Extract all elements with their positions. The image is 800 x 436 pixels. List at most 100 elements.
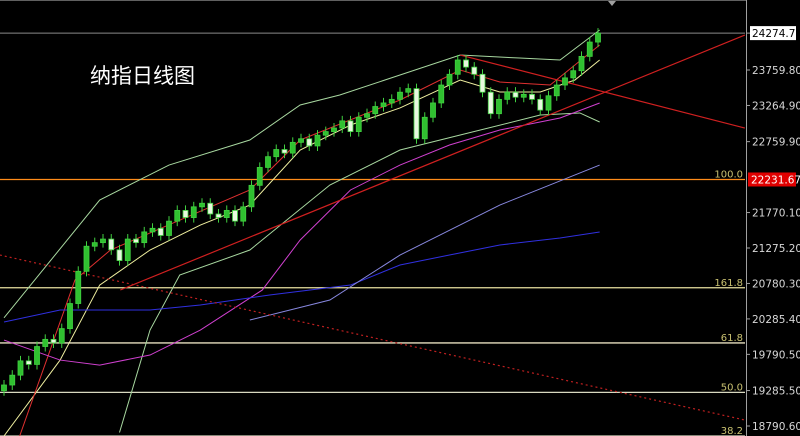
candle: [248, 184, 255, 208]
candle: [355, 116, 362, 133]
candle: [17, 360, 24, 376]
candle: [281, 149, 288, 154]
candle: [463, 59, 469, 68]
candle: [83, 245, 90, 272]
candle: [67, 303, 73, 330]
candle: [289, 141, 296, 154]
candle: [199, 202, 205, 208]
marker-price-box: [748, 172, 796, 187]
candle: [215, 213, 222, 218]
indicator-line: [19, 44, 600, 436]
candle: [91, 242, 98, 247]
candle: [364, 113, 370, 118]
indicator-line: [249, 164, 600, 321]
candle: [100, 238, 106, 244]
candle: [578, 55, 585, 72]
candle: [42, 338, 49, 347]
candle: [397, 91, 403, 100]
candle: [570, 70, 577, 79]
candle: [380, 102, 387, 107]
candle: [347, 120, 354, 133]
candle: [595, 32, 601, 43]
candle: [487, 91, 494, 115]
candle: [182, 210, 189, 218]
candle: [331, 127, 337, 133]
indicator-line: [3, 102, 600, 366]
fib-level-label: 61.8: [721, 333, 743, 344]
candle: [537, 98, 544, 111]
candle: [438, 84, 445, 104]
chart-title: 纳指日线图: [90, 64, 195, 88]
candle: [190, 206, 197, 218]
candle: [273, 149, 280, 158]
candle: [157, 227, 164, 236]
y-tick-label: 18790.60: [752, 421, 800, 433]
fib-level-label: 161.8: [714, 278, 743, 289]
candle: [108, 238, 115, 251]
fib-level-label: 50.0: [721, 382, 743, 393]
y-tick-label: 21275.20: [752, 243, 800, 255]
trendline: [0, 254, 745, 421]
candle: [124, 238, 131, 261]
fib-level-label: 100.0: [714, 169, 743, 180]
candle: [314, 134, 321, 147]
candle: [149, 227, 156, 233]
candle: [174, 210, 181, 222]
candle: [405, 88, 412, 93]
candle: [306, 138, 313, 147]
candle: [421, 116, 428, 140]
candle: [240, 206, 247, 222]
candle: [388, 98, 395, 104]
candle: [133, 238, 139, 244]
candle: [50, 338, 57, 344]
y-tick-label: 23264.90: [752, 100, 800, 112]
plot-area: 100.0 161.8 61.8 50.0 38.2: [0, 28, 745, 436]
candle: [520, 93, 527, 98]
y-tick-label: 21770.10: [752, 208, 800, 220]
candle: [471, 66, 478, 75]
candle: [504, 91, 511, 100]
candle: [207, 202, 214, 215]
candle: [141, 231, 148, 244]
candle: [496, 98, 502, 115]
candle: [166, 220, 172, 236]
candle: [25, 360, 32, 365]
y-tick-label: 19790.50: [752, 349, 800, 361]
y-tick-label: 24274.73: [752, 28, 800, 40]
candle: [512, 91, 519, 98]
candle: [446, 73, 453, 86]
candle: [223, 210, 230, 218]
indicator-line: [119, 112, 600, 433]
candle: [322, 131, 329, 136]
fib-level-label: 38.2: [721, 426, 743, 436]
candle: [9, 374, 16, 386]
candle: [339, 120, 346, 129]
marker-price-label: 22231.67: [751, 174, 800, 186]
candle: [430, 102, 436, 118]
candle: [545, 95, 552, 111]
candle: [413, 88, 420, 140]
indicator-line: [3, 29, 600, 319]
candle: [553, 84, 560, 97]
candle: [479, 73, 486, 93]
trendline: [460, 54, 745, 129]
candle: [372, 106, 379, 115]
indicator-line: [3, 231, 600, 323]
candle: [454, 59, 461, 75]
candle: [562, 77, 568, 86]
y-tick-label: 23759.80: [752, 65, 800, 77]
candle: [232, 210, 238, 222]
candle: [298, 138, 304, 143]
candle: [34, 346, 40, 365]
y-tick-label: 20285.40: [752, 314, 800, 326]
candle: [256, 167, 263, 186]
candle: [265, 156, 271, 168]
current-price-box: [750, 26, 796, 41]
candle: [586, 41, 593, 57]
y-tick-label: 19285.50: [752, 386, 800, 398]
candle: [116, 249, 123, 261]
candle: [1, 384, 7, 392]
trendline: [120, 34, 745, 291]
candle: [529, 93, 535, 100]
